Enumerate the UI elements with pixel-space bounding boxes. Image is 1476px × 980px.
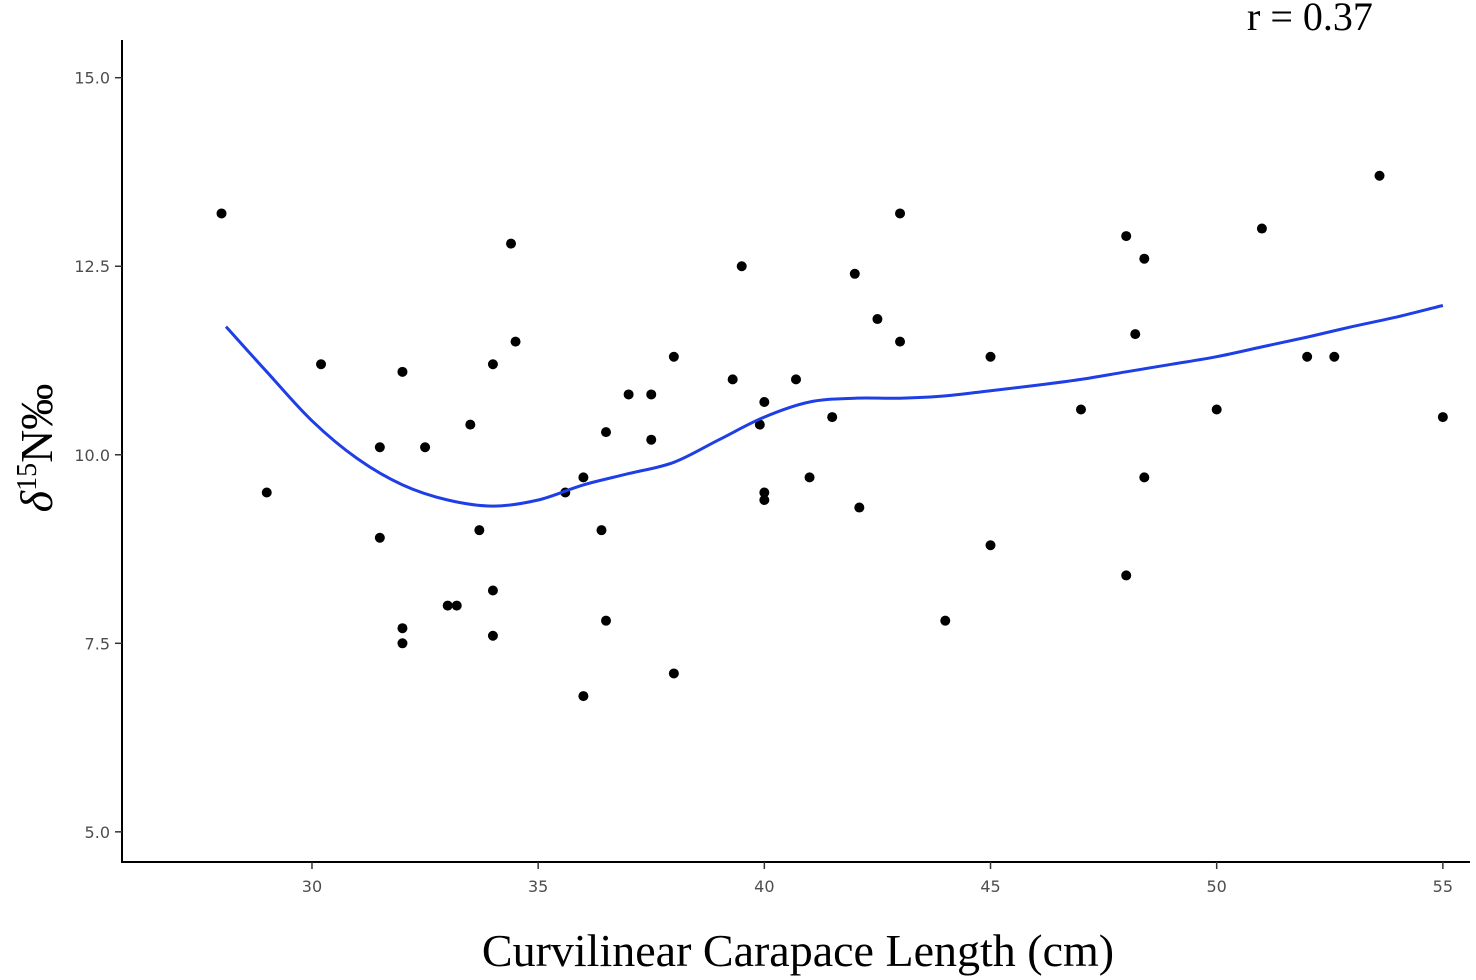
x-tick-label: 55 [1433,877,1453,896]
data-point [1139,472,1150,483]
data-point [1256,223,1267,234]
x-tick-label: 30 [302,877,322,896]
y-tick-label: 7.5 [85,634,110,653]
data-point [759,396,770,407]
data-point [668,668,679,679]
data-point [420,442,431,453]
data-point [316,359,327,370]
data-point [374,532,385,543]
axes [121,40,1470,863]
data-point [601,615,612,626]
data-point [1121,570,1132,581]
data-point [804,472,815,483]
data-point [668,351,679,362]
data-point [596,525,607,536]
data-point [895,208,906,219]
data-point [601,427,612,438]
data-point [940,615,951,626]
data-points [216,170,1448,702]
data-point [759,487,770,498]
data-point [727,374,738,385]
y-axis-title-delta: δ [11,490,62,512]
data-point [451,600,462,611]
data-point [1075,404,1086,415]
data-point [1211,404,1222,415]
data-point [397,366,408,377]
data-point [985,351,996,362]
data-point [578,691,589,702]
ticks: 30 35 40 45 50 55 5.0 7.5 10.0 12.5 15.0 [74,69,1453,896]
data-point [578,472,589,483]
x-tick-label: 35 [528,877,548,896]
data-point [791,374,801,385]
data-point [736,261,747,272]
data-point [1302,351,1313,362]
data-point [1121,231,1132,242]
data-point [646,389,657,400]
data-point [397,623,408,634]
data-point [374,442,385,453]
data-point [895,336,906,347]
x-tick-label: 40 [754,877,774,896]
y-tick-label: 5.0 [85,823,110,842]
data-point [506,238,517,249]
data-point [759,495,770,506]
x-tick-label: 50 [1207,877,1227,896]
y-axis-title: δ15N‰ [11,384,62,513]
data-point [397,638,408,649]
data-point [623,389,634,400]
data-point [487,359,498,370]
data-point [487,630,498,641]
data-point [261,487,272,498]
y-axis-title-sup: 15 [12,463,43,491]
data-point [442,600,453,611]
x-tick-label: 45 [980,877,1000,896]
data-point [1437,412,1448,423]
data-point [216,208,227,219]
correlation-annotation: r = 0.37 [1247,0,1373,39]
data-point [1374,170,1385,181]
smooth-curve [224,304,1444,508]
data-point [849,268,860,279]
data-point [827,412,838,423]
data-point [754,419,765,430]
x-axis-title: Curvilinear Carapace Length (cm) [482,925,1114,976]
data-point [465,419,476,430]
data-point [872,314,883,325]
y-tick-label: 15.0 [74,69,110,88]
data-point [510,336,521,347]
data-point [474,525,485,536]
data-point [1130,329,1141,340]
data-point [985,540,996,551]
data-point [854,502,865,513]
data-point [1139,253,1150,264]
data-point [487,585,498,596]
data-point [646,434,657,445]
y-axis-title-tail: N‰ [11,384,62,463]
y-tick-label: 12.5 [74,257,110,276]
y-tick-label: 10.0 [74,446,110,465]
data-point [1329,351,1340,362]
